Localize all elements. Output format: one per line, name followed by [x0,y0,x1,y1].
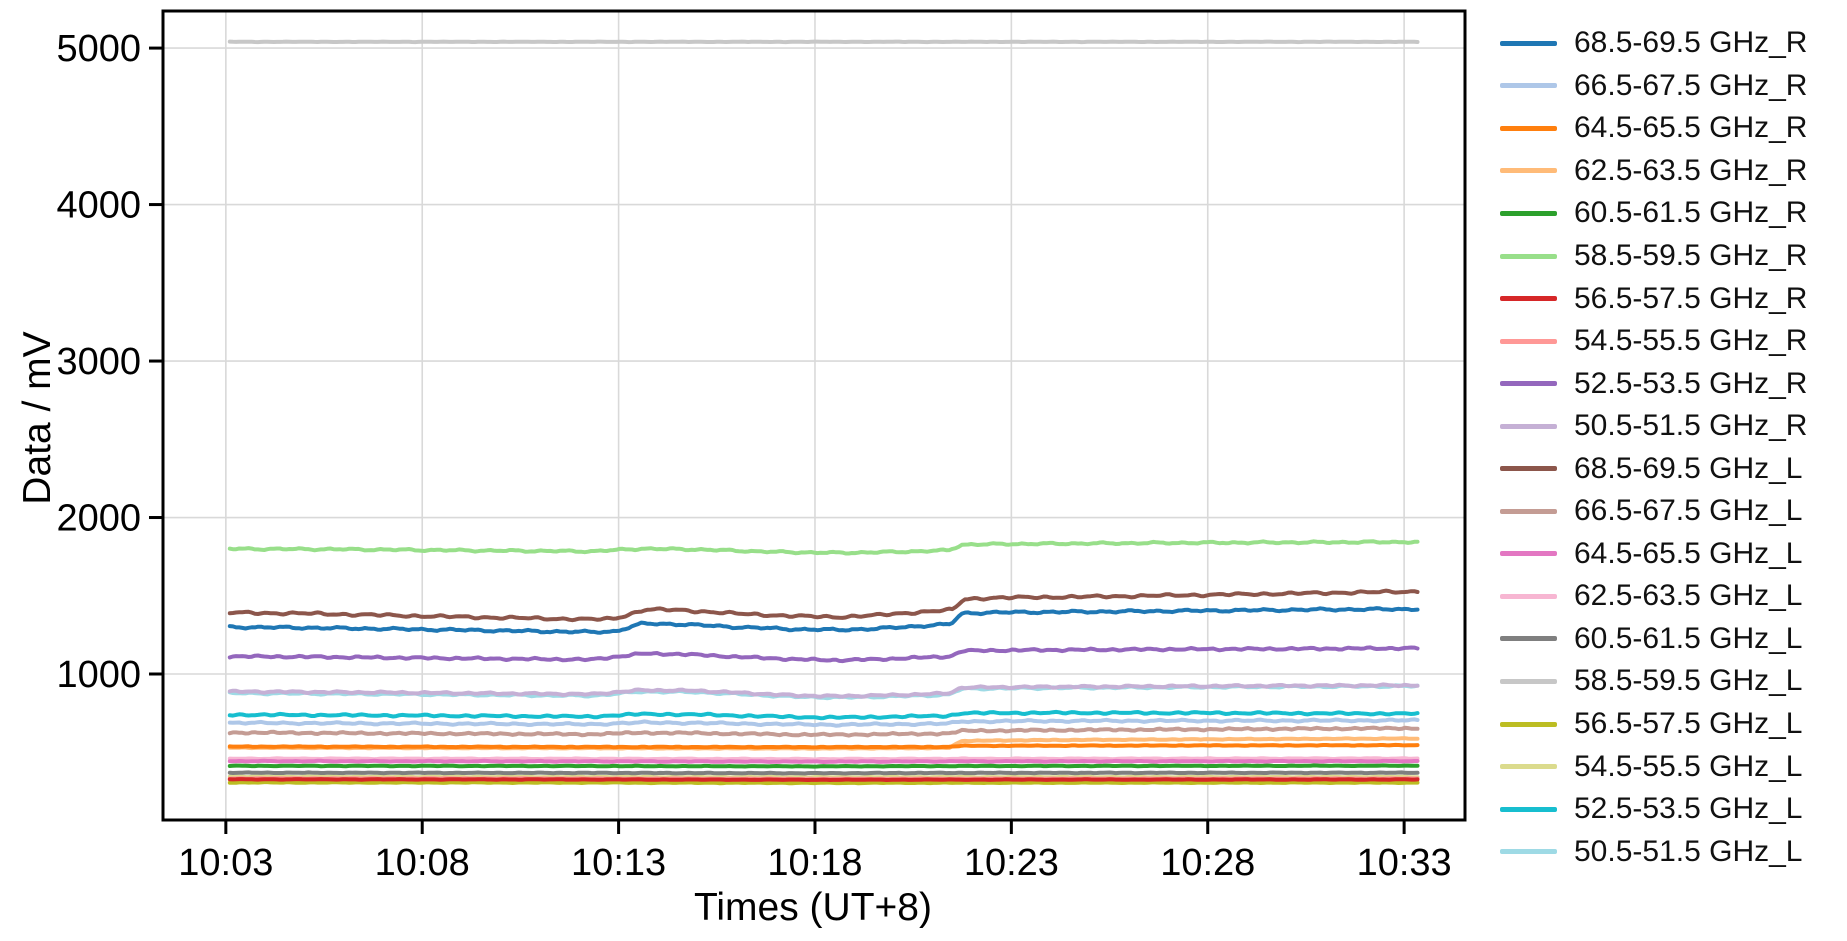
series-line [227,645,1420,664]
series-line [227,742,1420,750]
legend-item: 54.5-55.5 GHz_R [1500,320,1807,363]
legend-line-sample [1500,168,1557,174]
legend-label: 66.5-67.5 GHz_R [1574,68,1808,102]
legend-item: 62.5-63.5 GHz_R [1500,150,1807,193]
legend-label: 52.5-53.5 GHz_L [1574,792,1803,826]
legend-item: 56.5-57.5 GHz_L [1500,703,1807,746]
legend-label: 56.5-57.5 GHz_L [1574,707,1803,741]
legend-item: 54.5-55.5 GHz_L [1500,745,1807,788]
legend-line-sample [1500,849,1557,855]
legend-item: 68.5-69.5 GHz_R [1500,22,1807,65]
legend-item: 50.5-51.5 GHz_R [1500,405,1807,448]
series-line [227,770,1420,776]
legend-label: 56.5-57.5 GHz_R [1574,281,1808,315]
series-lines [227,39,1420,786]
series-line [227,717,1420,728]
series-line [227,763,1420,769]
series-line [227,758,1420,764]
series-line [227,39,1420,45]
y-tick-label: 3000 [56,341,141,383]
x-tick-label: 10:13 [571,842,666,884]
legend-item: 60.5-61.5 GHz_R [1500,192,1807,235]
legend-label: 60.5-61.5 GHz_L [1574,621,1803,655]
legend-line-sample [1500,508,1557,514]
legend-line-sample [1500,83,1557,89]
x-tick-label: 10:08 [375,842,470,884]
legend-line-sample [1500,764,1557,770]
legend-label: 54.5-55.5 GHz_R [1574,324,1808,358]
legend-line-sample [1500,593,1557,599]
legend-item: 66.5-67.5 GHz_R [1500,65,1807,108]
legend-item: 56.5-57.5 GHz_R [1500,277,1807,320]
x-tick-label: 10:03 [178,842,273,884]
legend-line-sample [1500,466,1557,472]
legend-line-sample [1500,721,1557,727]
legend-item: 68.5-69.5 GHz_L [1500,447,1807,490]
legend-line-sample [1500,551,1557,557]
legend-line-sample [1500,806,1557,812]
legend-item: 64.5-65.5 GHz_R [1500,107,1807,150]
legend-line-sample [1500,125,1557,131]
legend: 68.5-69.5 GHz_R 66.5-67.5 GHz_R 64.5-65.5 … [1500,22,1807,873]
y-tick-label: 1000 [56,654,141,696]
legend-label: 62.5-63.5 GHz_L [1574,579,1803,613]
legend-item: 66.5-67.5 GHz_L [1500,490,1807,533]
legend-label: 62.5-63.5 GHz_R [1574,153,1808,187]
series-line [227,780,1420,786]
legend-line-sample [1500,296,1557,302]
legend-item: 58.5-59.5 GHz_L [1500,660,1807,703]
legend-item: 60.5-61.5 GHz_L [1500,618,1807,661]
gridlines [163,11,1465,820]
legend-line-sample [1500,253,1557,259]
series-line [227,682,1420,699]
series-line [227,539,1420,556]
x-tick-label: 10:18 [767,842,862,884]
legend-item: 64.5-65.5 GHz_L [1500,533,1807,576]
legend-line-sample [1500,678,1557,684]
legend-label: 68.5-69.5 GHz_L [1574,451,1803,485]
y-tick-label: 2000 [56,498,141,540]
legend-line-sample [1500,423,1557,429]
legend-label: 64.5-65.5 GHz_L [1574,536,1803,570]
legend-item: 50.5-51.5 GHz_L [1500,830,1807,873]
legend-label: 50.5-51.5 GHz_L [1574,834,1803,868]
series-line [227,606,1420,635]
series-line [227,725,1420,738]
x-tick-label: 10:33 [1357,842,1452,884]
legend-label: 60.5-61.5 GHz_R [1574,196,1808,230]
tick-marks [149,46,1406,834]
legend-line-sample [1500,210,1557,216]
legend-line-sample [1500,381,1557,387]
series-line [227,709,1420,721]
y-axis-label: Data / mV [16,331,59,505]
tick-labels: 10:03 10:08 10:13 10:18 10:23 10:28 10:33 1000 2… [56,28,1451,884]
x-tick-label: 10:28 [1160,842,1255,884]
legend-label: 50.5-51.5 GHz_R [1574,409,1808,443]
legend-line-sample [1500,338,1557,344]
y-tick-label: 4000 [56,185,141,227]
legend-item: 52.5-53.5 GHz_R [1500,362,1807,405]
series-line [227,588,1420,623]
x-axis-label: Times (UT+8) [694,886,932,929]
legend-label: 52.5-53.5 GHz_R [1574,366,1808,400]
legend-label: 68.5-69.5 GHz_R [1574,26,1808,60]
plot-frame [161,9,1467,822]
legend-label: 58.5-59.5 GHz_R [1574,239,1808,272]
legend-item: 62.5-63.5 GHz_L [1500,575,1807,618]
legend-item: 52.5-53.5 GHz_L [1500,788,1807,831]
series-line [227,777,1420,782]
legend-item: 58.5-59.5 GHz_R [1500,235,1807,278]
legend-label: 66.5-67.5 GHz_L [1574,494,1803,528]
x-tick-label: 10:23 [964,842,1059,884]
legend-line-sample [1500,40,1557,46]
legend-label: 64.5-65.5 GHz_R [1574,111,1808,145]
y-tick-label: 5000 [56,28,141,70]
legend-line-sample [1500,636,1557,642]
legend-label: 54.5-55.5 GHz_L [1574,749,1803,783]
legend-label: 58.5-59.5 GHz_L [1574,664,1803,698]
